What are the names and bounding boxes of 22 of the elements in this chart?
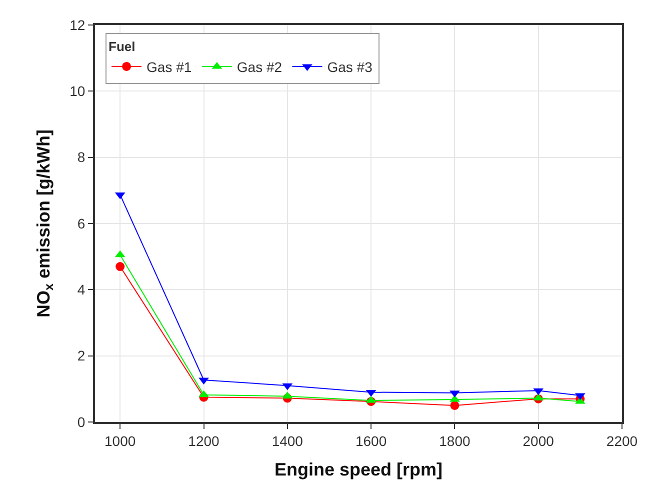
y-tick-label: 0 — [77, 414, 86, 430]
y-tick-label: 8 — [77, 149, 86, 166]
x-tick-label: 2200 — [606, 432, 638, 449]
y-tick-label: 10 — [70, 83, 86, 100]
point — [198, 390, 209, 398]
legend-label: Gas #1 — [146, 58, 192, 75]
y-tick-label: 2 — [77, 348, 86, 364]
x-tick-label: 1000 — [104, 432, 136, 449]
x-tick-label: 2000 — [522, 432, 554, 449]
y-tick-label: 12 — [70, 16, 86, 33]
point — [116, 262, 125, 272]
x-tick-label: 1600 — [355, 432, 387, 449]
legend-label: Gas #2 — [236, 58, 282, 75]
point — [450, 400, 460, 410]
legend-label: Gas #3 — [327, 58, 373, 75]
legend-title: Fuel — [108, 38, 136, 54]
x-tick-label: 1400 — [272, 432, 304, 449]
x-tick-label: 1200 — [188, 432, 220, 449]
x-axis-title: Engine speed [rpm] — [274, 459, 443, 480]
x-tick-label: 1800 — [439, 432, 470, 449]
y-tick-label: 4 — [77, 282, 86, 298]
y-tick-label: 6 — [77, 215, 86, 232]
